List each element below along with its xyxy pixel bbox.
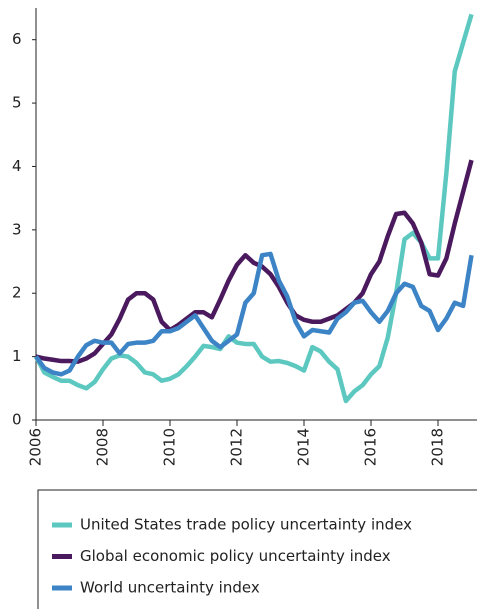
legend-label: World uncertainty index (80, 579, 260, 597)
series-line (35, 159, 474, 364)
series-line (34, 251, 474, 377)
x-tick-label: 2010 (161, 428, 179, 466)
y-tick-label: 4 (12, 157, 22, 175)
series-line (34, 13, 474, 404)
x-tick-label: 2018 (429, 428, 447, 466)
legend: United States trade policy uncertainty i… (52, 516, 412, 597)
x-tick-label: 2006 (27, 428, 45, 466)
legend-box (37, 489, 477, 613)
y-tick-label: 1 (12, 347, 22, 365)
x-tick-label: 2008 (94, 428, 112, 466)
y-tick-label: 6 (12, 30, 22, 48)
legend-label: United States trade policy uncertainty i… (80, 516, 412, 534)
y-tick-label: 2 (12, 284, 22, 302)
x-tick-label: 2012 (228, 428, 246, 466)
legend-label: Global economic policy uncertainty index (80, 547, 391, 565)
y-tick-label: 5 (12, 94, 22, 112)
x-tick-label: 2014 (295, 428, 313, 466)
y-tick-label: 0 (12, 411, 22, 429)
x-tick-label: 2016 (362, 428, 380, 466)
y-tick-label: 3 (12, 220, 22, 238)
